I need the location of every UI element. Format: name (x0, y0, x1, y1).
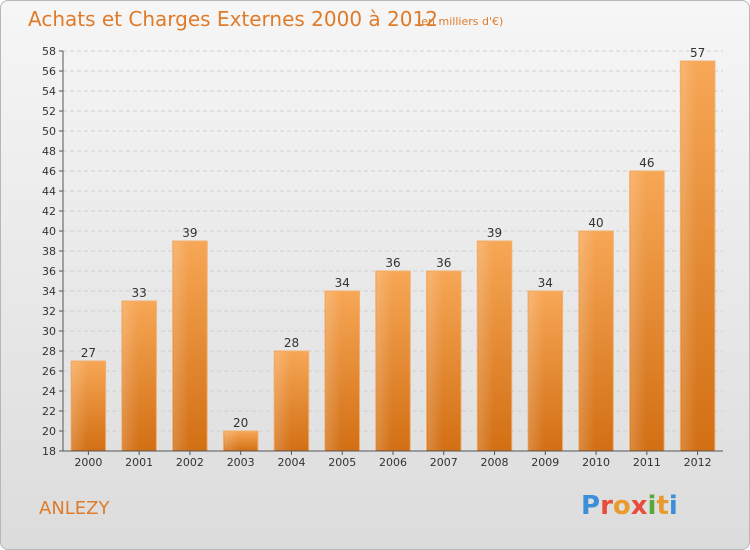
bar-shine (529, 292, 545, 450)
y-tick-label: 28 (42, 345, 56, 358)
bar-shine (122, 302, 139, 450)
bar-shine (478, 242, 494, 450)
x-tick-label: 2008 (481, 456, 509, 469)
y-tick-label: 44 (42, 185, 56, 198)
x-tick-label: 2005 (328, 456, 356, 469)
x-tick-label: 2011 (633, 456, 661, 469)
x-tick-label: 2007 (430, 456, 458, 469)
chart-title: Achats et Charges Externes 2000 à 2012 (28, 7, 438, 31)
bars: 27 33 39 20 28 34 36 36 39 34 40 46 57 (70, 46, 716, 452)
bar-shine (427, 272, 444, 450)
proxiti-logo[interactable]: Proxiti (581, 491, 678, 521)
y-tick-label: 24 (42, 385, 56, 398)
logo-letter: P (581, 491, 601, 521)
x-tick-label: 2003 (227, 456, 255, 469)
y-tick-label: 52 (42, 105, 56, 118)
y-tick-label: 56 (42, 65, 56, 78)
bar-value-label: 34 (538, 276, 553, 290)
y-tick-label: 48 (42, 145, 56, 158)
bar-value-label: 20 (233, 416, 248, 430)
y-tick-label: 34 (42, 285, 56, 298)
x-tick-label: 2012 (684, 456, 712, 469)
bar-value-label: 33 (132, 286, 147, 300)
x-tick-label: 2009 (531, 456, 559, 469)
commune-name: ANLEZY (39, 498, 110, 519)
bar-shine (630, 172, 647, 450)
bar-shine (224, 432, 240, 450)
bar-value-label: 39 (487, 226, 502, 240)
y-tick-label: 58 (42, 45, 56, 58)
y-tick-label: 30 (42, 325, 56, 338)
bar-value-label: 57 (690, 46, 705, 60)
bar-value-label: 36 (436, 256, 451, 270)
x-tick-label: 2010 (582, 456, 610, 469)
y-tick-label: 42 (42, 205, 56, 218)
x-tick-label: 2004 (277, 456, 305, 469)
y-tick-label: 54 (42, 85, 56, 98)
logo-letter: x (630, 491, 648, 521)
x-tick-label: 2000 (74, 456, 102, 469)
logo-letter: i (647, 491, 657, 521)
bar-shine (376, 272, 393, 450)
bar-value-label: 27 (81, 346, 96, 360)
bar-shine (681, 62, 697, 450)
y-tick-label: 18 (42, 445, 56, 458)
y-tick-label: 22 (42, 405, 56, 418)
bar-value-label: 36 (385, 256, 400, 270)
x-tick-label: 2006 (379, 456, 407, 469)
y-tick-label: 36 (42, 265, 56, 278)
bar-shine (72, 362, 88, 450)
bar-value-label: 28 (284, 336, 299, 350)
bar-shine (275, 352, 291, 450)
bar-value-label: 46 (639, 156, 654, 170)
y-tick-label: 38 (42, 245, 56, 258)
y-tick-label: 40 (42, 225, 56, 238)
bar-shine (325, 292, 342, 450)
logo-letter: i (668, 491, 678, 521)
bar-value-label: 40 (588, 216, 603, 230)
axes: 18 20 22 24 26 28 30 32 34 36 38 40 42 44 46 48 50 52 54 56… (42, 45, 723, 469)
logo-letter: t (656, 491, 669, 521)
y-tick-label: 32 (42, 305, 56, 318)
y-tick-label: 20 (42, 425, 56, 438)
logo-letter: o (612, 491, 631, 521)
y-tick-label: 50 (42, 125, 56, 138)
bar-value-label: 34 (335, 276, 350, 290)
x-tick-label: 2001 (125, 456, 153, 469)
logo-letter: r (600, 491, 613, 521)
chart-subtitle: (en milliers d'€) (417, 15, 504, 28)
bar-value-label: 39 (182, 226, 197, 240)
bar-shine (579, 232, 596, 450)
bar-shine (173, 242, 190, 450)
y-tick-label: 26 (42, 365, 56, 378)
x-tick-label: 2002 (176, 456, 204, 469)
y-tick-label: 46 (42, 165, 56, 178)
